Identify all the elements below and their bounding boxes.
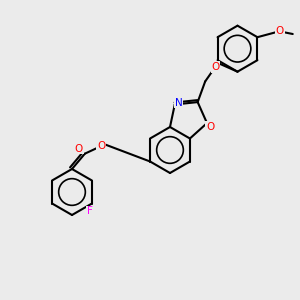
Text: O: O bbox=[276, 26, 284, 36]
Text: O: O bbox=[97, 141, 105, 151]
Text: N: N bbox=[175, 98, 183, 107]
Text: F: F bbox=[87, 206, 93, 217]
Text: O: O bbox=[75, 143, 83, 154]
Text: O: O bbox=[206, 122, 214, 132]
Text: O: O bbox=[212, 62, 220, 72]
